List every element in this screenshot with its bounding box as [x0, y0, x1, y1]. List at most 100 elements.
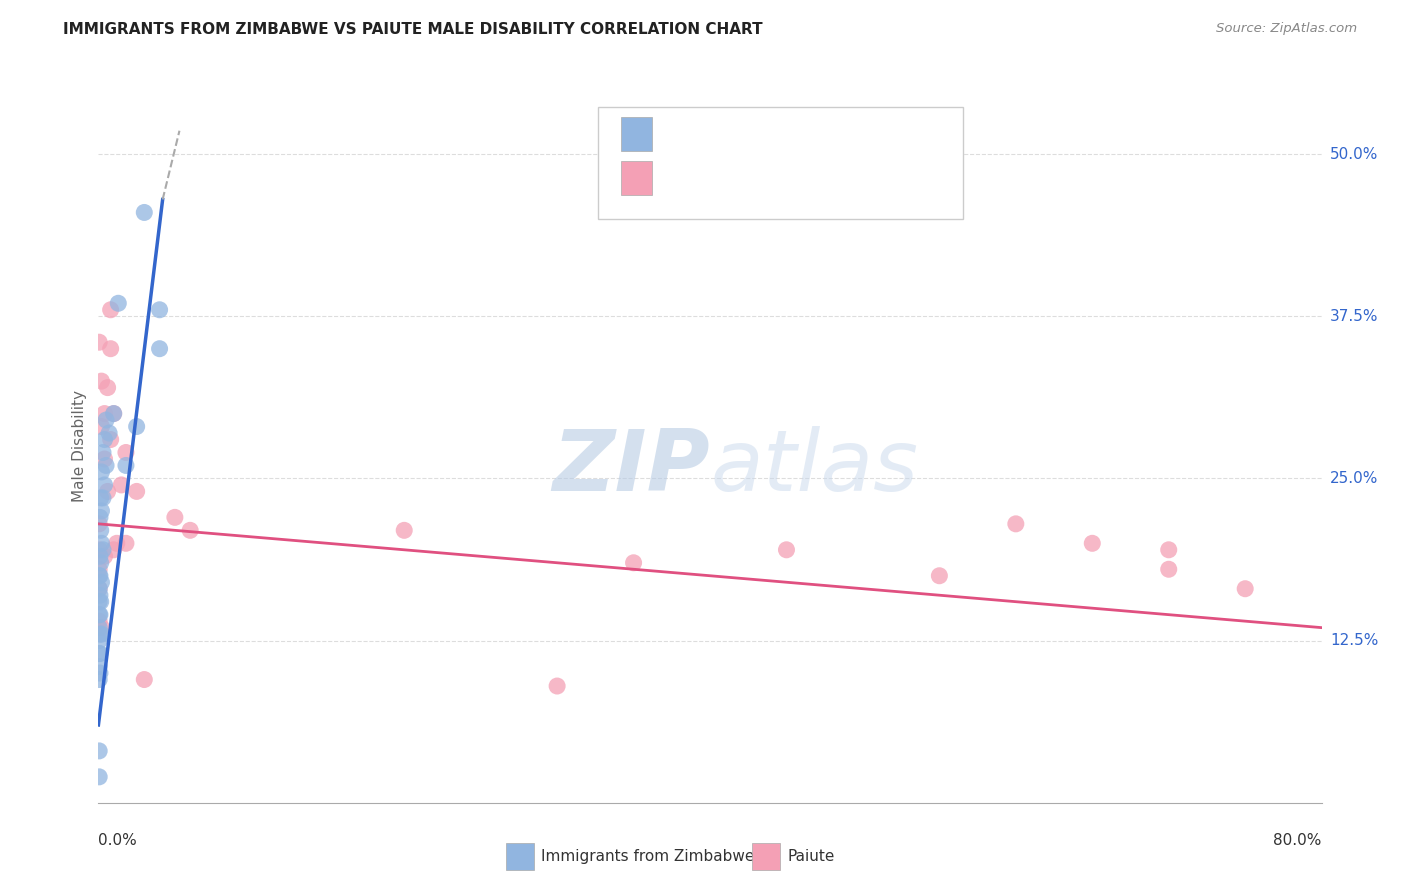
Point: [89, 659, 111, 673]
Point: [89, 607, 111, 622]
Point: [623, 556, 645, 570]
Point: [89, 582, 111, 596]
Text: R =: R =: [664, 171, 699, 186]
Point: [89, 744, 111, 758]
Point: [90, 621, 112, 635]
Point: [100, 342, 122, 356]
Point: [93, 549, 115, 564]
Point: [93, 407, 115, 421]
Text: Paiute: Paiute: [787, 849, 835, 863]
Point: [89, 568, 111, 582]
Text: atlas: atlas: [710, 425, 918, 509]
Point: [107, 296, 129, 310]
Point: [90, 491, 112, 505]
Point: [89, 647, 111, 661]
Point: [928, 568, 950, 582]
Point: [98, 425, 121, 440]
Text: 50.0%: 50.0%: [1330, 146, 1378, 161]
Y-axis label: Male Disability: Male Disability: [72, 390, 87, 502]
Point: [89, 335, 111, 350]
Point: [149, 302, 172, 317]
Point: [89, 621, 111, 635]
Point: [90, 536, 112, 550]
Point: [90, 419, 112, 434]
Point: [93, 478, 115, 492]
Point: [105, 536, 128, 550]
Point: [89, 770, 111, 784]
Point: [89, 666, 111, 681]
Text: 80.0%: 80.0%: [1274, 833, 1322, 848]
Text: -0.253: -0.253: [703, 171, 761, 186]
Point: [125, 419, 148, 434]
Point: [93, 452, 115, 467]
Point: [89, 607, 111, 622]
Text: 0.645: 0.645: [703, 127, 754, 141]
Point: [89, 516, 111, 531]
Point: [100, 302, 122, 317]
Point: [93, 433, 115, 447]
Point: [89, 568, 111, 582]
Text: ZIP: ZIP: [553, 425, 710, 509]
Point: [115, 458, 138, 473]
Point: [179, 524, 201, 538]
Point: [89, 647, 111, 661]
Text: R =: R =: [664, 127, 699, 141]
Point: [103, 407, 125, 421]
Point: [125, 484, 148, 499]
Point: [94, 458, 117, 473]
Point: [94, 413, 117, 427]
Point: [89, 627, 111, 641]
Point: [91, 542, 114, 557]
Point: [89, 633, 111, 648]
Point: [89, 588, 111, 602]
Point: [1234, 582, 1257, 596]
Point: [97, 484, 120, 499]
Point: [775, 542, 797, 557]
Point: [89, 549, 111, 564]
Point: [1157, 562, 1180, 576]
Point: [163, 510, 186, 524]
Text: Source: ZipAtlas.com: Source: ZipAtlas.com: [1216, 22, 1357, 36]
Text: N =: N =: [785, 171, 821, 186]
Point: [90, 556, 112, 570]
Text: Immigrants from Zimbabwe: Immigrants from Zimbabwe: [541, 849, 755, 863]
Point: [89, 595, 111, 609]
Point: [90, 465, 112, 479]
Point: [134, 673, 156, 687]
Point: [1004, 516, 1026, 531]
Text: 25.0%: 25.0%: [1330, 471, 1378, 486]
Point: [89, 673, 111, 687]
Point: [115, 445, 138, 459]
Point: [90, 504, 112, 518]
Point: [89, 562, 111, 576]
Point: [90, 524, 112, 538]
Point: [546, 679, 568, 693]
Point: [90, 575, 112, 590]
Point: [103, 407, 125, 421]
Text: 43: 43: [818, 127, 841, 141]
Point: [115, 536, 138, 550]
Point: [134, 205, 156, 219]
Text: 37.5%: 37.5%: [1330, 309, 1378, 324]
Text: IMMIGRANTS FROM ZIMBABWE VS PAIUTE MALE DISABILITY CORRELATION CHART: IMMIGRANTS FROM ZIMBABWE VS PAIUTE MALE …: [63, 22, 763, 37]
Text: 0.0%: 0.0%: [98, 833, 138, 848]
Text: N =: N =: [785, 127, 821, 141]
Point: [90, 595, 112, 609]
Point: [89, 582, 111, 596]
Point: [89, 614, 111, 628]
Point: [97, 381, 120, 395]
Point: [89, 542, 111, 557]
Point: [89, 510, 111, 524]
Point: [90, 627, 112, 641]
Text: 12.5%: 12.5%: [1330, 633, 1378, 648]
Point: [1081, 536, 1104, 550]
Text: 37: 37: [818, 171, 841, 186]
Point: [91, 445, 114, 459]
Point: [91, 491, 114, 505]
Point: [1157, 542, 1180, 557]
Point: [103, 542, 125, 557]
Point: [90, 374, 112, 388]
Point: [149, 342, 172, 356]
Point: [100, 433, 122, 447]
Point: [392, 524, 416, 538]
